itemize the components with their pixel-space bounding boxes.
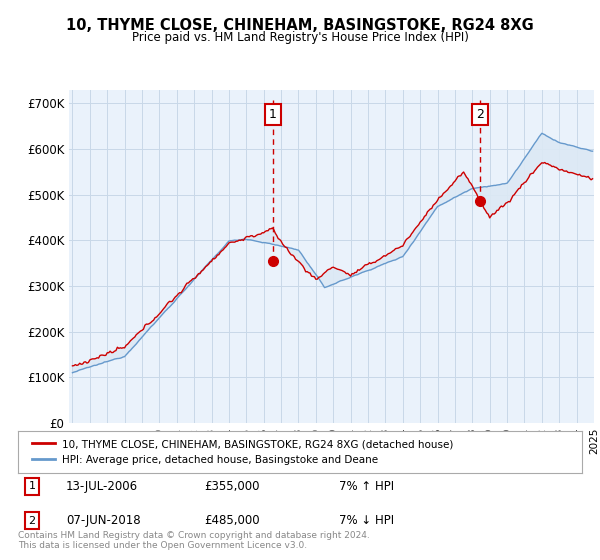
Text: £355,000: £355,000	[204, 480, 260, 493]
Text: 2: 2	[29, 516, 35, 526]
Text: Price paid vs. HM Land Registry's House Price Index (HPI): Price paid vs. HM Land Registry's House …	[131, 31, 469, 44]
Text: 13-JUL-2006: 13-JUL-2006	[66, 480, 138, 493]
Text: 1: 1	[29, 481, 35, 491]
Text: 2: 2	[476, 108, 484, 121]
Text: 1: 1	[269, 108, 277, 121]
Text: 10, THYME CLOSE, CHINEHAM, BASINGSTOKE, RG24 8XG: 10, THYME CLOSE, CHINEHAM, BASINGSTOKE, …	[66, 18, 534, 33]
Text: 07-JUN-2018: 07-JUN-2018	[66, 514, 140, 527]
Legend: 10, THYME CLOSE, CHINEHAM, BASINGSTOKE, RG24 8XG (detached house), HPI: Average : 10, THYME CLOSE, CHINEHAM, BASINGSTOKE, …	[29, 436, 457, 468]
Text: Contains HM Land Registry data © Crown copyright and database right 2024.
This d: Contains HM Land Registry data © Crown c…	[18, 530, 370, 550]
Text: 7% ↓ HPI: 7% ↓ HPI	[340, 514, 395, 527]
Text: 7% ↑ HPI: 7% ↑ HPI	[340, 480, 395, 493]
Text: £485,000: £485,000	[204, 514, 260, 527]
